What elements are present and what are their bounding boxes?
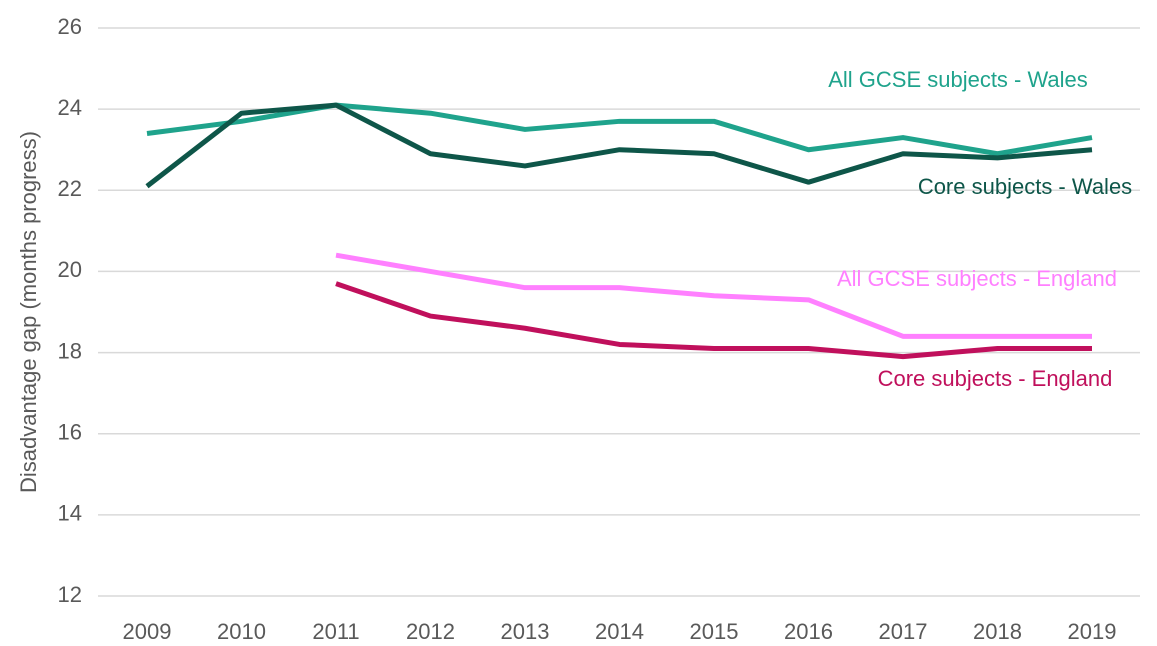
x-tick-label: 2013 <box>501 619 550 644</box>
series-line <box>145 102 1093 189</box>
series-line <box>335 281 1092 360</box>
x-tick-label: 2018 <box>973 619 1022 644</box>
series-line <box>335 252 1092 339</box>
y-tick-label: 16 <box>58 420 82 445</box>
y-tick-label: 14 <box>58 501 82 526</box>
y-tick-label: 12 <box>58 582 82 607</box>
x-tick-label: 2012 <box>406 619 455 644</box>
x-tick-label: 2011 <box>312 619 359 644</box>
y-tick-label: 26 <box>58 14 82 39</box>
x-tick-label: 2010 <box>217 619 266 644</box>
series-label: All GCSE subjects - Wales <box>828 67 1088 92</box>
x-tick-label: 2019 <box>1068 619 1117 644</box>
x-tick-label: 2015 <box>690 619 739 644</box>
x-tick-label: 2014 <box>595 619 644 644</box>
y-tick-label: 22 <box>58 176 82 201</box>
y-tick-label: 20 <box>58 257 82 282</box>
series-label: All GCSE subjects - England <box>837 266 1117 291</box>
y-tick-label: 18 <box>58 338 82 363</box>
series-label: Core subjects - England <box>878 366 1113 391</box>
x-tick-label: 2016 <box>784 619 833 644</box>
x-tick-label: 2009 <box>123 619 172 644</box>
x-tick-label: 2017 <box>879 619 928 644</box>
series-line <box>146 102 1093 157</box>
series-label: Core subjects - Wales <box>918 174 1132 199</box>
y-tick-label: 24 <box>58 95 82 120</box>
y-axis-label: Disadvantage gap (months progress) <box>16 131 41 493</box>
